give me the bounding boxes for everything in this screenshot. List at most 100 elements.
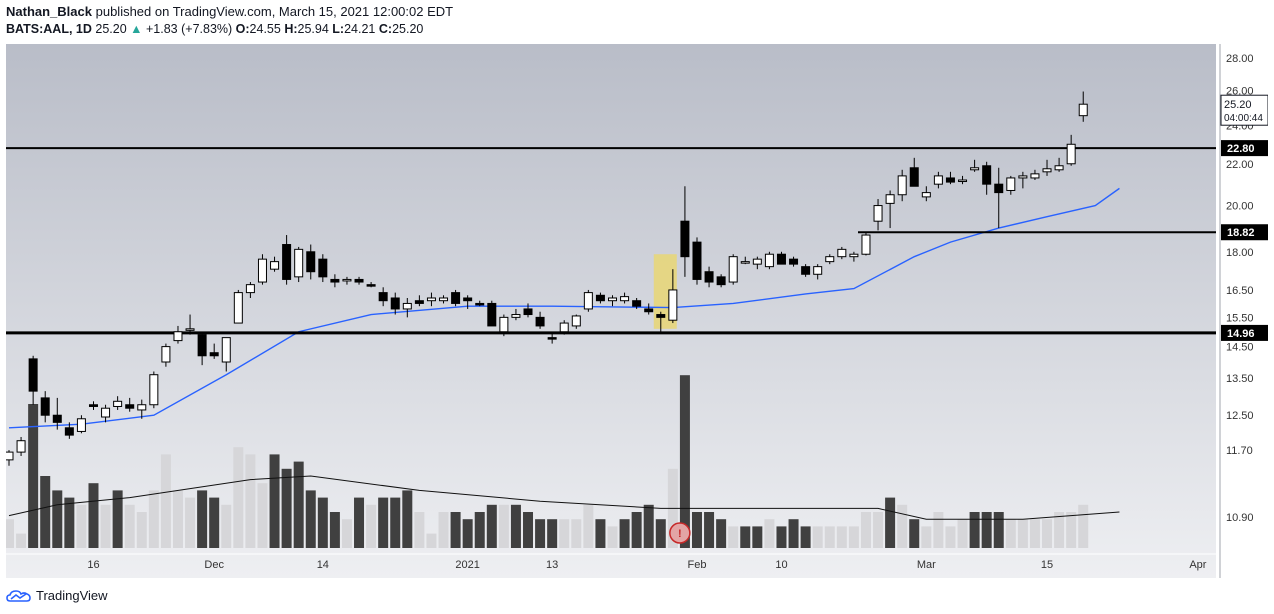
candle[interactable] [644, 308, 654, 313]
candle[interactable] [197, 334, 207, 357]
candle[interactable] [318, 258, 328, 278]
candle[interactable] [885, 194, 895, 204]
candle[interactable] [776, 253, 786, 265]
candle[interactable] [1006, 177, 1016, 191]
candle[interactable] [40, 397, 50, 416]
candle[interactable] [1042, 168, 1052, 173]
candle[interactable] [330, 278, 340, 283]
candle[interactable] [185, 328, 195, 331]
candle[interactable] [897, 175, 907, 196]
candle[interactable] [209, 352, 219, 357]
candle[interactable] [547, 337, 557, 340]
candle[interactable] [101, 407, 111, 418]
symbol-label[interactable]: BATS:AAL, 1D [6, 22, 92, 36]
candle[interactable] [16, 440, 26, 453]
volume-ma-line [8, 475, 1120, 520]
candle[interactable] [692, 241, 702, 280]
candle[interactable] [511, 314, 521, 318]
candle[interactable] [342, 278, 352, 282]
candle[interactable] [1054, 165, 1064, 171]
volume-bar [716, 519, 727, 548]
candle[interactable] [764, 253, 774, 268]
candle[interactable] [1030, 173, 1040, 179]
candle[interactable] [945, 177, 955, 183]
candle[interactable] [873, 205, 883, 222]
candle[interactable] [378, 292, 388, 302]
candle[interactable] [88, 404, 98, 407]
candle[interactable] [680, 220, 690, 258]
candle[interactable] [632, 300, 642, 307]
candle[interactable] [294, 248, 304, 278]
candle[interactable] [958, 179, 968, 183]
candle[interactable] [656, 314, 666, 318]
candle[interactable] [402, 302, 412, 310]
candle[interactable] [149, 374, 159, 406]
candle[interactable] [728, 256, 738, 283]
author-name[interactable]: Nathan_Black [6, 4, 92, 19]
candle[interactable] [257, 258, 267, 283]
candle[interactable] [994, 183, 1004, 194]
candle[interactable] [475, 302, 485, 306]
candle[interactable] [933, 175, 943, 185]
candle[interactable] [282, 244, 292, 280]
candle[interactable] [245, 284, 255, 294]
candle[interactable] [439, 297, 449, 302]
candle[interactable] [64, 427, 74, 436]
candle[interactable] [523, 308, 533, 316]
candle[interactable] [801, 266, 811, 275]
candle[interactable] [1078, 103, 1088, 117]
candle[interactable] [849, 253, 859, 258]
chart-area[interactable]: ! 28.00 26.00 24.00 22.00 20.00 18.00 16.50 15.5… [4, 44, 1269, 578]
candle[interactable] [499, 316, 509, 333]
candle[interactable] [571, 315, 581, 327]
candle[interactable] [113, 400, 123, 407]
candle[interactable] [970, 167, 980, 171]
candle[interactable] [704, 271, 714, 283]
candle[interactable] [426, 297, 436, 302]
candle[interactable] [595, 294, 605, 302]
candle[interactable] [583, 292, 593, 310]
candle[interactable] [487, 302, 497, 327]
candle[interactable] [1066, 143, 1076, 165]
candle[interactable] [221, 337, 231, 363]
candle[interactable] [559, 322, 569, 333]
candle[interactable] [668, 289, 678, 321]
candle[interactable] [306, 251, 316, 273]
candle[interactable] [982, 165, 992, 185]
candle[interactable] [813, 266, 823, 275]
candle[interactable] [716, 276, 726, 286]
candle[interactable] [837, 248, 847, 258]
candle[interactable] [608, 297, 617, 302]
candle[interactable] [620, 296, 630, 302]
candle[interactable] [451, 292, 461, 304]
candle[interactable] [825, 256, 835, 263]
candle[interactable] [789, 258, 799, 265]
candle[interactable] [1018, 175, 1028, 179]
candle[interactable] [76, 418, 86, 432]
candle[interactable] [390, 297, 400, 310]
candle[interactable] [740, 261, 750, 264]
candle[interactable] [414, 300, 424, 304]
candle[interactable] [233, 292, 243, 324]
candle[interactable] [463, 297, 473, 302]
price-axis-background[interactable] [1216, 44, 1268, 578]
candle[interactable] [28, 358, 38, 392]
candle[interactable] [125, 404, 135, 409]
candle[interactable] [137, 404, 147, 411]
candle[interactable] [921, 192, 931, 198]
candle[interactable] [270, 261, 280, 270]
candle[interactable] [4, 451, 14, 461]
candle[interactable] [752, 258, 762, 265]
candle[interactable] [52, 414, 62, 423]
candle[interactable] [909, 167, 919, 187]
tradingview-logo[interactable]: TradingView [6, 588, 108, 603]
price-chart[interactable]: !28.0026.0024.0022.0020.0018.0016.5015.5… [4, 44, 1269, 578]
plot-background[interactable] [6, 44, 1216, 578]
candle[interactable] [161, 346, 171, 363]
earnings-marker-icon[interactable] [669, 522, 691, 544]
candle[interactable] [861, 234, 871, 255]
candle[interactable] [366, 284, 376, 287]
candle[interactable] [173, 331, 183, 342]
candle[interactable] [354, 278, 364, 283]
candle[interactable] [535, 316, 545, 327]
